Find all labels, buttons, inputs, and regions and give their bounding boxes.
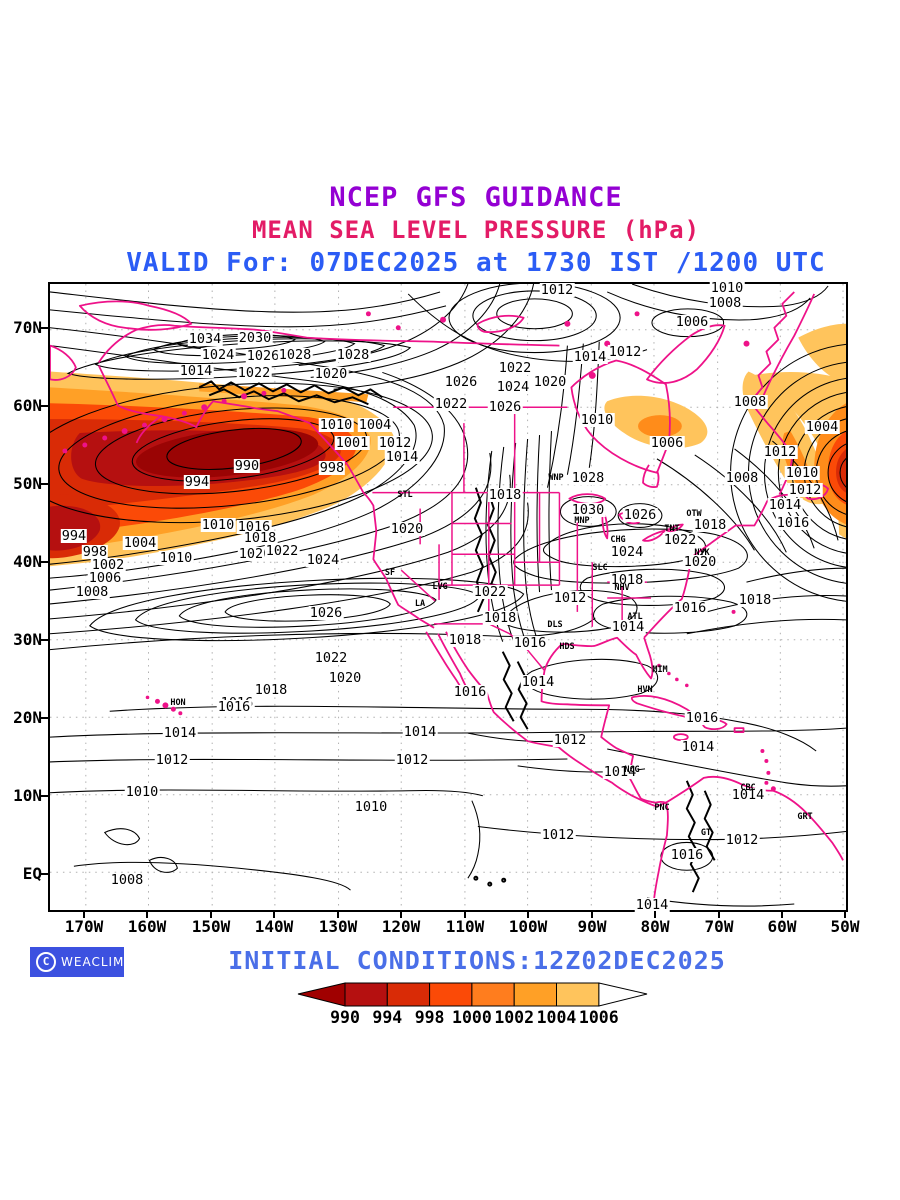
colorbar-segment [429, 982, 473, 1007]
lon-tick-label: 60W [767, 917, 797, 936]
colorbar-segments [344, 982, 600, 1007]
weaclim-logo: C WEACLIM [30, 947, 124, 977]
valid-time-line: VALID For: 07DEC2025 at 1730 IST /1200 U… [126, 248, 826, 278]
colorbar-tick-label: 1004 [536, 1008, 577, 1027]
lon-tick-mark [210, 911, 212, 918]
lat-tick-mark [40, 561, 48, 563]
lat-tick-mark [40, 483, 48, 485]
isobar-layer [50, 284, 846, 907]
lat-tick-label: 50N [13, 474, 42, 493]
colorbar-segment [471, 982, 515, 1007]
lat-tick-mark [40, 795, 48, 797]
lon-tick-label: 150W [191, 917, 231, 936]
lat-tick-mark [40, 327, 48, 329]
lon-tick-mark [527, 911, 529, 918]
lon-tick-mark [273, 911, 275, 918]
chart-subtitle: MEAN SEA LEVEL PRESSURE (hPa) [251, 216, 701, 244]
map-frame [48, 282, 848, 912]
lon-tick-label: 80W [640, 917, 670, 936]
lat-tick-label: 10N [13, 786, 42, 805]
lat-tick-mark [40, 873, 48, 875]
lat-tick-label: 20N [13, 708, 42, 727]
island-dots [62, 311, 776, 792]
lat-tick-label: 30N [13, 630, 42, 649]
colorbar-labels: 990 994 998 1000 1002 1004 1006 [295, 1008, 655, 1028]
colorbar-left-arrow [297, 982, 346, 1007]
colorbar-tick-label: 990 [330, 1008, 360, 1027]
lon-tick-label: 110W [445, 917, 485, 936]
colorbar-tick-label: 994 [372, 1008, 403, 1027]
lon-tick-mark [337, 911, 339, 918]
colorbar-right-arrow [598, 982, 648, 1007]
lon-tick-mark [464, 911, 466, 918]
pressure-fill-layer [50, 323, 846, 567]
initial-conditions-line: INITIAL CONDITIONS:12Z02DEC2025 [228, 946, 726, 975]
lat-tick-label: 40N [13, 552, 42, 571]
colorbar-segment [386, 982, 431, 1007]
lat-tick-mark [40, 639, 48, 641]
lat-tick-label: 70N [13, 318, 42, 337]
colorbar-tick-label: 998 [414, 1008, 445, 1027]
lon-tick-mark [591, 911, 593, 918]
lon-tick-mark [83, 911, 85, 918]
lat-tick-label: 60N [13, 396, 42, 415]
logo-text: WEACLIM [61, 955, 125, 969]
coastline-layer [50, 291, 844, 901]
lon-tick-mark [781, 911, 783, 918]
copyright-icon: C [36, 952, 56, 972]
lon-tick-label: 100W [508, 917, 548, 936]
lat-tick-mark [40, 717, 48, 719]
map-canvas [50, 284, 846, 910]
lon-tick-label: 140W [254, 917, 294, 936]
lon-tick-mark [400, 911, 402, 918]
colorbar-tick-label: 1006 [578, 1008, 619, 1027]
lon-tick-label: 120W [381, 917, 421, 936]
lon-tick-label: 170W [64, 917, 104, 936]
lon-tick-mark [654, 911, 656, 918]
grid-layer [50, 284, 846, 910]
lon-tick-label: 160W [127, 917, 167, 936]
colorbar [297, 982, 648, 1007]
lat-tick-label: EQ [22, 864, 42, 883]
lon-tick-mark [146, 911, 148, 918]
colorbar-segment [344, 982, 388, 1007]
lat-tick-mark [40, 405, 48, 407]
lon-tick-mark [718, 911, 720, 918]
colorbar-segment [556, 982, 600, 1007]
lon-tick-label: 90W [577, 917, 607, 936]
lon-tick-label: 70W [704, 917, 734, 936]
lon-tick-mark [844, 911, 846, 918]
lon-tick-label: 130W [318, 917, 358, 936]
colorbar-segment [513, 982, 557, 1007]
colorbar-tick-label: 1000 [452, 1008, 492, 1027]
page-title: NCEP GFS GUIDANCE [329, 182, 623, 213]
lon-tick-label: 50W [830, 917, 860, 936]
colorbar-tick-label: 1002 [494, 1008, 535, 1027]
